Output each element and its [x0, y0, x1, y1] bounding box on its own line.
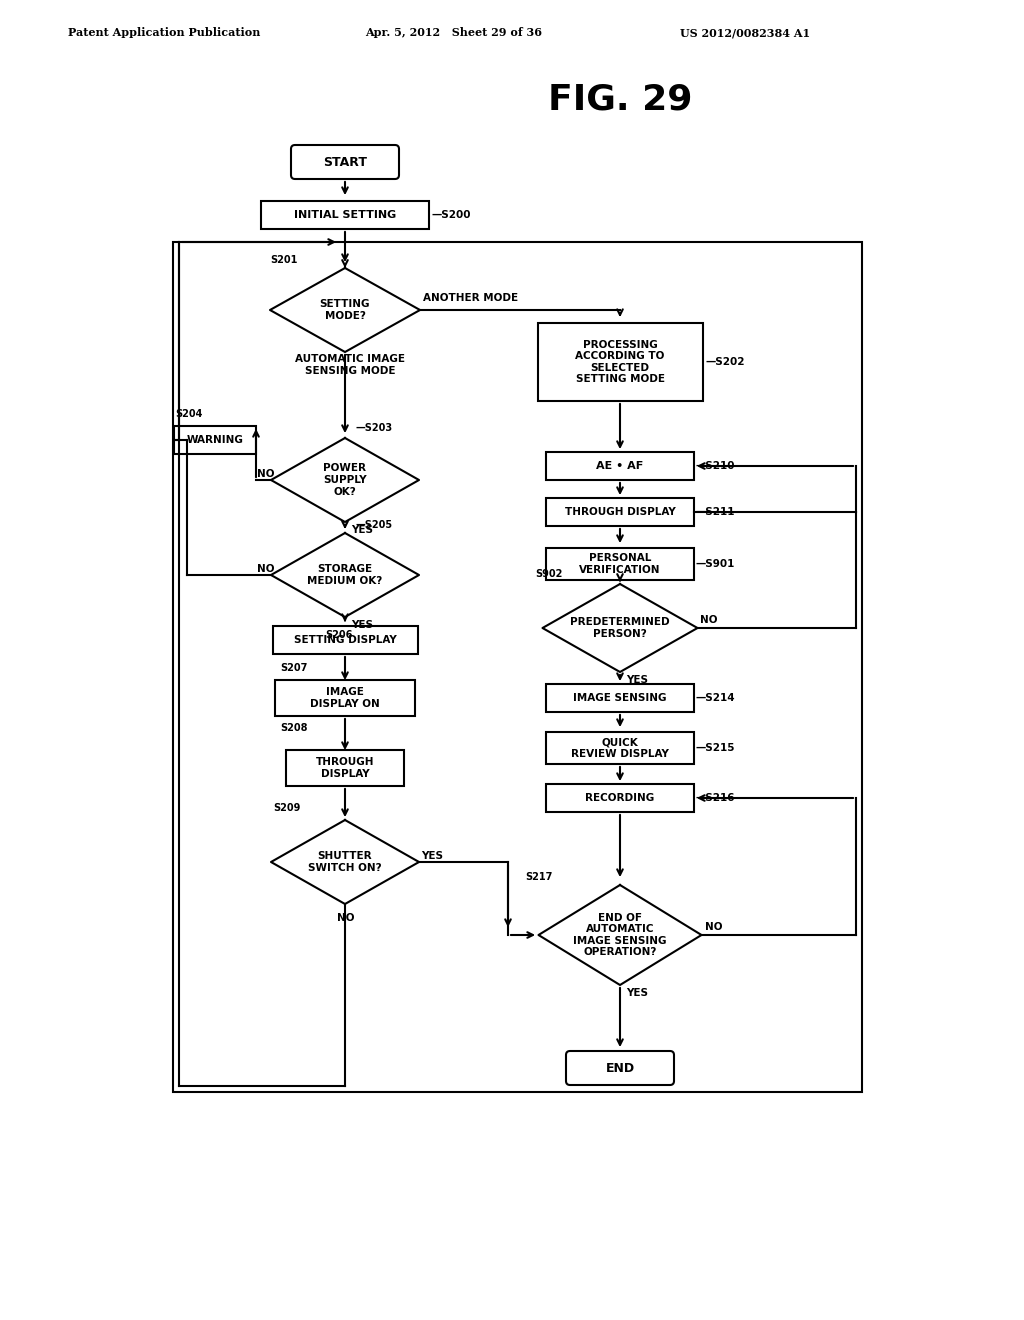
- Text: US 2012/0082384 A1: US 2012/0082384 A1: [680, 28, 810, 38]
- Text: END: END: [605, 1061, 635, 1074]
- Bar: [173, 242, 862, 1092]
- Bar: [546, 451, 694, 480]
- Text: PROCESSING
ACCORDING TO
SELECTED
SETTING MODE: PROCESSING ACCORDING TO SELECTED SETTING…: [575, 339, 665, 384]
- Text: NO: NO: [257, 469, 274, 479]
- Text: S206: S206: [325, 630, 352, 640]
- Text: IMAGE SENSING: IMAGE SENSING: [573, 693, 667, 704]
- Text: S204: S204: [175, 409, 203, 418]
- Text: —S901: —S901: [696, 558, 735, 569]
- Text: YES: YES: [626, 987, 648, 998]
- Text: —S211: —S211: [696, 507, 735, 517]
- Text: S207: S207: [280, 663, 307, 673]
- Text: PREDETERMINED
PERSON?: PREDETERMINED PERSON?: [570, 618, 670, 639]
- Text: Apr. 5, 2012   Sheet 29 of 36: Apr. 5, 2012 Sheet 29 of 36: [365, 28, 542, 38]
- Text: YES: YES: [421, 851, 443, 861]
- Text: WARNING: WARNING: [186, 436, 244, 445]
- Bar: [174, 426, 256, 454]
- Text: END OF
AUTOMATIC
IMAGE SENSING
OPERATION?: END OF AUTOMATIC IMAGE SENSING OPERATION…: [573, 912, 667, 957]
- Bar: [272, 626, 418, 653]
- Text: INITIAL SETTING: INITIAL SETTING: [294, 210, 396, 220]
- Text: S902: S902: [535, 569, 562, 579]
- Text: START: START: [323, 156, 367, 169]
- Text: S209: S209: [273, 803, 300, 813]
- Text: FIG. 29: FIG. 29: [548, 83, 692, 117]
- Text: —S205: —S205: [355, 520, 392, 531]
- Text: —S203: —S203: [355, 422, 392, 433]
- Text: THROUGH
DISPLAY: THROUGH DISPLAY: [315, 758, 374, 779]
- Bar: [546, 548, 694, 579]
- Bar: [538, 323, 702, 401]
- Text: S208: S208: [280, 723, 307, 733]
- Bar: [546, 733, 694, 764]
- Bar: [546, 684, 694, 711]
- Bar: [261, 201, 429, 228]
- Text: NO: NO: [337, 913, 354, 923]
- Text: QUICK
REVIEW DISPLAY: QUICK REVIEW DISPLAY: [571, 737, 669, 759]
- Text: YES: YES: [351, 525, 373, 535]
- Text: YES: YES: [626, 675, 648, 685]
- Text: POWER
SUPPLY
OK?: POWER SUPPLY OK?: [324, 463, 367, 496]
- Text: ANOTHER MODE: ANOTHER MODE: [423, 293, 518, 304]
- Text: SETTING DISPLAY: SETTING DISPLAY: [294, 635, 396, 645]
- Text: —S216: —S216: [696, 793, 735, 803]
- Text: NO: NO: [700, 615, 718, 624]
- Text: —S214: —S214: [696, 693, 735, 704]
- Text: RECORDING: RECORDING: [586, 793, 654, 803]
- Text: THROUGH DISPLAY: THROUGH DISPLAY: [564, 507, 676, 517]
- Text: IMAGE
DISPLAY ON: IMAGE DISPLAY ON: [310, 688, 380, 709]
- Bar: [546, 498, 694, 525]
- Text: —S210: —S210: [696, 461, 735, 471]
- Text: —S202: —S202: [705, 356, 744, 367]
- Text: Patent Application Publication: Patent Application Publication: [68, 28, 260, 38]
- Text: —S215: —S215: [696, 743, 735, 752]
- Text: S201: S201: [270, 255, 297, 265]
- Bar: [286, 750, 404, 785]
- Text: PERSONAL
VERIFICATION: PERSONAL VERIFICATION: [580, 553, 660, 574]
- Text: NO: NO: [705, 921, 723, 932]
- Bar: [546, 784, 694, 812]
- Text: SETTING
MODE?: SETTING MODE?: [319, 300, 371, 321]
- Bar: [275, 680, 415, 715]
- Text: AE • AF: AE • AF: [596, 461, 644, 471]
- Text: STORAGE
MEDIUM OK?: STORAGE MEDIUM OK?: [307, 564, 383, 586]
- Text: NO: NO: [257, 564, 274, 574]
- Text: AUTOMATIC IMAGE
SENSING MODE: AUTOMATIC IMAGE SENSING MODE: [295, 354, 406, 376]
- Text: YES: YES: [351, 620, 373, 630]
- Text: SHUTTER
SWITCH ON?: SHUTTER SWITCH ON?: [308, 851, 382, 873]
- Text: —S200: —S200: [432, 210, 471, 220]
- Text: S217: S217: [525, 873, 552, 882]
